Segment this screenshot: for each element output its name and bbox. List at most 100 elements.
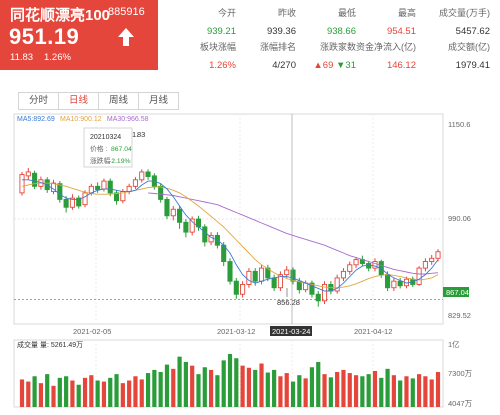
rising-count: ▲69 — [313, 60, 334, 71]
volume-bar — [379, 377, 384, 407]
stock-code: 885916 — [108, 6, 145, 18]
candle-body — [334, 277, 340, 292]
volume-bar — [51, 385, 56, 407]
period-tabs: 分时 日线 周线 月线 — [18, 92, 179, 110]
stat-label: 资金净流入(亿) — [356, 42, 416, 52]
ma-legend-item: MA5:892.69 — [17, 116, 55, 123]
ma-legend-item: MA30:966.58 — [107, 116, 149, 123]
stat-value: 1979.41 — [455, 60, 490, 71]
volume-bar — [404, 376, 409, 407]
volume-bar — [221, 360, 226, 407]
stat-2: 最低 938.66 — [288, 6, 356, 37]
candle-body — [69, 197, 75, 208]
candle-body — [202, 226, 208, 243]
candle-body — [340, 270, 347, 279]
volume-bar — [202, 367, 207, 407]
stat-label: 成交量(万手) — [439, 8, 490, 18]
candle-body — [145, 171, 151, 177]
volume-bar — [127, 380, 132, 407]
candle-body — [252, 270, 258, 282]
candle-body — [189, 218, 195, 233]
current-price-tag — [443, 287, 469, 297]
tab-weekly[interactable]: 周线 — [98, 92, 139, 110]
price-block: 同花顺漂亮100 885916 951.19 11.83 1.26% — [0, 0, 158, 70]
candle-body — [290, 269, 296, 282]
volume-bar — [391, 375, 396, 407]
date-tick-label: 2021-02-05 — [73, 327, 111, 336]
candle-body — [277, 274, 283, 289]
candle-body — [19, 174, 25, 194]
candle-body — [113, 192, 120, 202]
candle-body — [321, 283, 328, 302]
candle-body — [158, 185, 164, 200]
ma10-line — [21, 182, 439, 289]
candle-body — [240, 283, 246, 295]
quote-header: 同花顺漂亮100 885916 951.19 11.83 1.26% 今开 939… — [0, 0, 500, 74]
stat-4: 成交量(万手) 5457.62 — [422, 6, 490, 37]
volume-bar — [38, 383, 44, 407]
volume-tick-label: 4047万 — [448, 399, 473, 408]
stat-3: 最高 954.51 — [348, 6, 416, 37]
volume-bar — [120, 383, 125, 407]
low-marker-label: 856.28 — [277, 298, 300, 307]
tooltip-price-label: 价格 : — [90, 144, 107, 153]
volume-bar — [196, 374, 201, 407]
candle-body — [315, 293, 321, 302]
candle-body — [429, 257, 435, 263]
stat-label: 最高 — [397, 8, 416, 18]
price-tooltip — [83, 127, 133, 168]
candle-body — [25, 171, 31, 177]
candle-body — [309, 282, 315, 295]
stat-5: 板块涨幅 1.26% — [168, 40, 236, 71]
candle-body — [233, 280, 239, 295]
volume-bar — [253, 369, 258, 407]
candle-body — [170, 208, 176, 217]
volume-bar — [385, 368, 390, 407]
price-tick-label: 990.06 — [448, 214, 471, 223]
tab-monthly[interactable]: 月线 — [138, 92, 179, 110]
candle-body — [385, 274, 391, 289]
candle-body — [132, 179, 139, 187]
candle-body — [246, 270, 252, 285]
candle-body — [347, 264, 353, 272]
ma-legend-item: MA10:900.12 — [60, 116, 102, 123]
volume-bar — [328, 377, 333, 407]
date-highlight-label: 2021-03-24 — [272, 327, 310, 336]
tooltip-change-label: 涨跌幅 : — [90, 156, 114, 165]
stock-name: 同花顺漂亮100 — [10, 7, 111, 24]
volume-bar — [45, 374, 50, 407]
volume-bar — [372, 370, 378, 407]
volume-bar — [152, 369, 157, 407]
stat-9: 成交额(亿) 1979.41 — [422, 40, 490, 71]
stat-value: ▲69 ▼31 — [288, 60, 356, 71]
candle-body — [101, 180, 107, 190]
candle-body — [32, 172, 38, 187]
volume-bar — [215, 375, 220, 407]
volume-bar — [429, 379, 434, 407]
candle-body — [139, 171, 145, 181]
volume-bar — [309, 367, 315, 407]
date-tick-label: 2021-03-12 — [217, 327, 255, 336]
up-arrow-icon — [118, 28, 134, 46]
candle-body — [258, 267, 265, 282]
ma30-line — [148, 192, 439, 275]
volume-bar — [183, 361, 188, 407]
volume-bar — [284, 373, 289, 407]
candle-body — [82, 192, 88, 206]
price-tick-label: 829.52 — [448, 311, 471, 320]
stat-1: 昨收 939.36 — [228, 6, 296, 37]
volume-bar — [89, 375, 94, 407]
falling-count: ▼31 — [333, 60, 356, 71]
volume-bar — [76, 384, 81, 407]
date-tick-label: 2021-04-12 — [354, 327, 392, 336]
candle-body — [435, 251, 441, 259]
volume-legend: 成交量 量: 5261.49万 — [17, 340, 83, 349]
volume-bar — [360, 376, 365, 407]
stat-value: 939.36 — [266, 26, 296, 37]
volume-bar — [190, 365, 195, 407]
volume-bar — [316, 361, 321, 407]
volume-bar — [353, 375, 359, 407]
candle-body — [227, 261, 233, 282]
volume-bar — [259, 363, 264, 407]
